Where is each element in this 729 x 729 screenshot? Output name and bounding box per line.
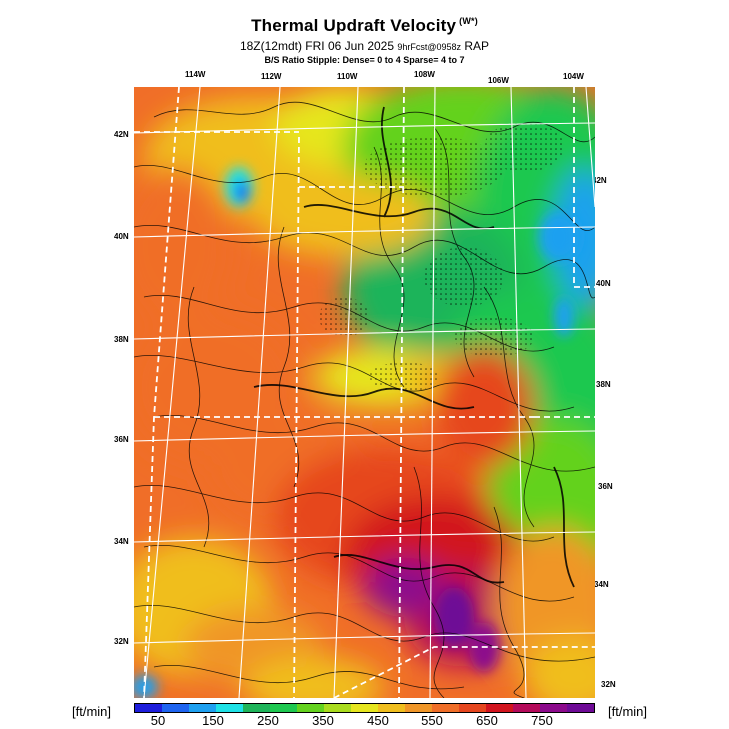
state-borders [134,87,595,698]
colorbar-tick-label: 550 [421,713,443,728]
colorbar-segment [432,704,459,712]
colorbar-segment [513,704,540,712]
colorbar-tick-label: 650 [476,713,498,728]
thermal-velocity-map [134,87,595,698]
colorbar-segment [270,704,297,712]
contour-lines-bold [253,106,575,588]
subtitle-main: 18Z(12mdt) FRI 06 Jun 2025 [239,39,395,53]
lat-label: 32N [601,680,616,689]
lat-label: 34N [594,580,609,589]
lat-label: 42N [592,176,607,185]
lat-label: 34N [114,537,129,546]
colorbar-segment [459,704,486,712]
colorbar-tick-label: 450 [367,713,389,728]
lat-label: 38N [596,380,611,389]
lat-label: 40N [596,279,611,288]
lon-label: 114W [185,70,206,79]
colorbar-unit-left: [ft/min] [72,704,112,719]
lat-label: 36N [114,435,129,444]
lon-label: 108W [414,70,435,79]
colorbar-segment [162,704,189,712]
colorbar-segment [324,704,351,712]
colorbar-segment [540,704,567,712]
colorbar-segment [216,704,243,712]
chart-subtitle: 18Z(12mdt) FRI 06 Jun 2025 9hrFcst@0958z… [0,39,729,53]
colorbar-segment [351,704,378,712]
lat-label: 38N [114,335,129,344]
lat-label: 40N [114,232,129,241]
colorbar-segment [135,704,162,712]
lat-label: 36N [598,482,613,491]
title-text: Thermal Updraft Velocity [251,16,457,35]
colorbar [134,703,595,713]
colorbar-segment [405,704,432,712]
colorbar-tick-label: 50 [150,713,166,728]
colorbar-segment [567,704,594,712]
title-unit: (W*) [459,16,478,26]
lon-label: 106W [488,76,509,85]
lon-label: 110W [337,72,358,81]
colorbar-segment [486,704,513,712]
colorbar-segment [297,704,324,712]
lat-label: 42N [114,130,129,139]
colorbar-segment [243,704,270,712]
lon-label: 104W [563,72,584,81]
stipple-note: B/S Ratio Stipple: Dense= 0 to 4 Sparse=… [264,55,465,65]
colorbar-tick-label: 150 [202,713,224,728]
lat-label: 32N [114,637,129,646]
subtitle-model: RAP [464,39,490,53]
colorbar-tick-label: 250 [257,713,279,728]
subtitle-forecast: 9hrFcst@0958z [397,42,462,52]
chart-title: Thermal Updraft Velocity (W*) [0,16,729,36]
colorbar-tick-label: 750 [531,713,553,728]
lon-label: 112W [261,72,282,81]
colorbar-segment [378,704,405,712]
colorbar-unit-right: [ft/min] [608,704,648,719]
map-svg [134,87,595,698]
colorbar-tick-label: 350 [312,713,334,728]
colorbar-segment [189,704,216,712]
